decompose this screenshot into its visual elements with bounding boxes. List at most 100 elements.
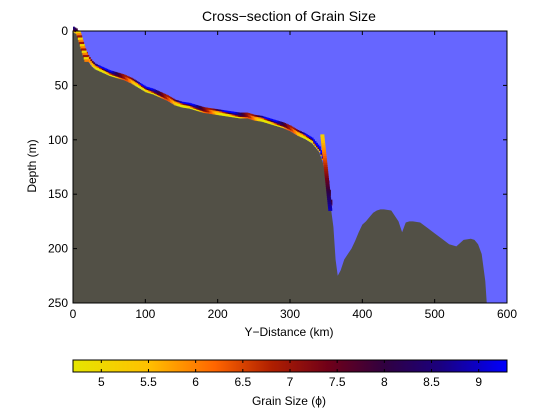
grain-band-cell <box>290 129 292 132</box>
colorbar-tick-label: 9 <box>475 375 482 389</box>
grain-band-cell <box>216 110 219 113</box>
grain-band-cell <box>237 112 240 115</box>
grain-band-cell <box>161 93 164 96</box>
grain-band-cell <box>313 139 315 142</box>
grain-band-cell <box>324 173 329 177</box>
grain-band-cell <box>200 110 203 113</box>
grain-band-cell <box>101 66 104 69</box>
grain-band-cell <box>237 113 240 116</box>
grain-band-cell <box>307 137 310 140</box>
grain-band-cell <box>298 134 301 137</box>
grain-band-cell <box>278 122 281 125</box>
grain-band-cell <box>262 120 265 123</box>
grain-band-cell <box>291 126 294 129</box>
grain-band-cell <box>223 112 226 115</box>
grain-band-cell <box>73 28 75 30</box>
grain-band-cell <box>169 101 172 103</box>
grain-band-cell <box>201 106 204 109</box>
grain-band-cell <box>219 109 221 112</box>
grain-band-cell <box>300 135 302 138</box>
grain-band-cell <box>140 86 143 89</box>
grain-band-cell <box>210 112 213 115</box>
grain-band-cell <box>226 110 229 113</box>
grain-band-cell <box>90 63 93 66</box>
grain-band-cell <box>78 39 84 43</box>
grain-band-cell <box>122 75 125 78</box>
grain-band-cell <box>233 111 236 114</box>
grain-band-cell <box>307 136 310 139</box>
grain-band-cell <box>271 118 274 121</box>
grain-band-cell <box>96 67 98 69</box>
grain-band-cell <box>156 93 159 96</box>
grain-band-cell <box>326 195 331 198</box>
grain-band-cell <box>246 112 249 115</box>
grain-band-cell <box>314 142 317 145</box>
grain-band-cell <box>190 103 193 106</box>
grain-band-cell <box>305 134 308 136</box>
colorbar-gradient <box>73 360 507 372</box>
grain-band-cell <box>217 113 220 116</box>
grain-band-cell <box>132 82 135 85</box>
grain-band-cell <box>104 72 107 75</box>
grain-band-cell <box>139 84 142 87</box>
grain-band-cell <box>88 57 91 59</box>
grain-band-cell <box>177 103 180 105</box>
grain-band-cell <box>245 116 247 119</box>
grain-band-cell <box>216 113 219 115</box>
grain-band-cell <box>107 70 110 73</box>
grain-band-cell <box>99 69 101 72</box>
grain-band-cell <box>125 79 127 82</box>
grain-band-cell <box>320 150 323 153</box>
grain-band-cell <box>266 118 269 121</box>
grain-band-cell <box>240 115 243 118</box>
grain-band-cell <box>187 106 190 109</box>
grain-band-cell <box>265 117 268 119</box>
grain-band-cell <box>143 85 146 88</box>
grain-band-cell <box>250 117 253 120</box>
grain-band-cell <box>133 82 136 85</box>
grain-size-band <box>73 26 333 211</box>
grain-band-cell <box>127 79 130 81</box>
grain-band-cell <box>305 136 308 139</box>
grain-band-cell <box>284 125 287 128</box>
grain-band-cell <box>172 98 175 101</box>
grain-band-cell <box>175 101 178 104</box>
grain-band-cell <box>255 117 258 120</box>
grain-band-cell <box>79 44 85 47</box>
grain-band-cell <box>297 131 300 134</box>
grain-band-cell <box>211 111 214 113</box>
grain-band-cell <box>210 108 213 111</box>
grain-band-cell <box>181 103 184 105</box>
grain-band-cell <box>122 74 125 76</box>
grain-band-cell <box>138 82 140 84</box>
grain-band-cell <box>193 104 195 106</box>
grain-band-cell <box>117 74 120 76</box>
grain-band-cell <box>226 113 229 116</box>
grain-band-cell <box>320 151 323 154</box>
grain-band-cell <box>301 133 304 136</box>
grain-band-cell <box>164 97 166 100</box>
grain-band-cell <box>149 90 152 93</box>
grain-band-cell <box>282 122 285 125</box>
y-tick-label: 150 <box>48 187 68 201</box>
grain-band-cell <box>222 112 224 115</box>
grain-band-cell <box>290 127 292 129</box>
grain-band-cell <box>318 146 321 149</box>
grain-band-cell <box>304 135 307 138</box>
grain-band-cell <box>204 107 207 110</box>
grain-band-cell <box>295 130 298 133</box>
grain-band-cell <box>154 89 156 92</box>
grain-band-cell <box>252 115 255 118</box>
grain-band-cell <box>310 138 313 140</box>
grain-band-cell <box>297 130 300 132</box>
grain-band-cell <box>311 140 314 143</box>
grain-band-cell <box>230 111 233 114</box>
grain-band-cell <box>300 132 302 135</box>
grain-band-cell <box>174 102 177 105</box>
grain-band-cell <box>308 138 311 141</box>
grain-band-cell <box>188 102 191 105</box>
grain-band-cell <box>195 107 198 110</box>
grain-band-cell <box>322 153 327 157</box>
grain-band-cell <box>259 118 262 121</box>
grain-band-cell <box>223 114 226 117</box>
